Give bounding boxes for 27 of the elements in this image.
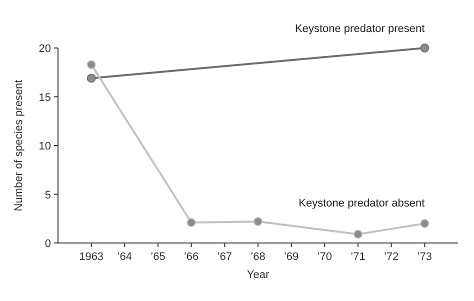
x-tick-label: ’72 [384, 251, 399, 263]
point [354, 230, 362, 239]
x-tick-label: ’73 [417, 251, 432, 263]
x-tick-label: 1963 [79, 251, 104, 263]
point [420, 44, 430, 52]
point [86, 60, 96, 70]
x-tick-label: ’68 [250, 251, 266, 263]
y-tick-label: 5 [44, 189, 51, 202]
x-tick-label: ’65 [150, 251, 166, 263]
y-axis-title: Number of species present [13, 80, 25, 212]
x-tick-label: ’64 [117, 251, 132, 263]
series-label: Keystone predator absent [298, 198, 425, 210]
y-tick-label: 0 [44, 238, 51, 250]
x-tick-label: ’67 [217, 251, 232, 263]
x-tick-label: ’69 [284, 251, 299, 263]
series-label: Keystone predator present [295, 23, 425, 35]
point [86, 74, 96, 83]
y-tick-label: 15 [38, 92, 51, 104]
x-tick-label: ’66 [184, 251, 199, 263]
x-axis-title: Year [246, 269, 270, 281]
y-tick-label: 20 [38, 43, 51, 55]
point [420, 219, 430, 228]
x-tick-label: ’70 [317, 251, 332, 263]
y-tick-label: 10 [38, 140, 51, 152]
x-tick-label: ’71 [350, 251, 366, 263]
point [254, 217, 262, 226]
point [186, 218, 196, 228]
